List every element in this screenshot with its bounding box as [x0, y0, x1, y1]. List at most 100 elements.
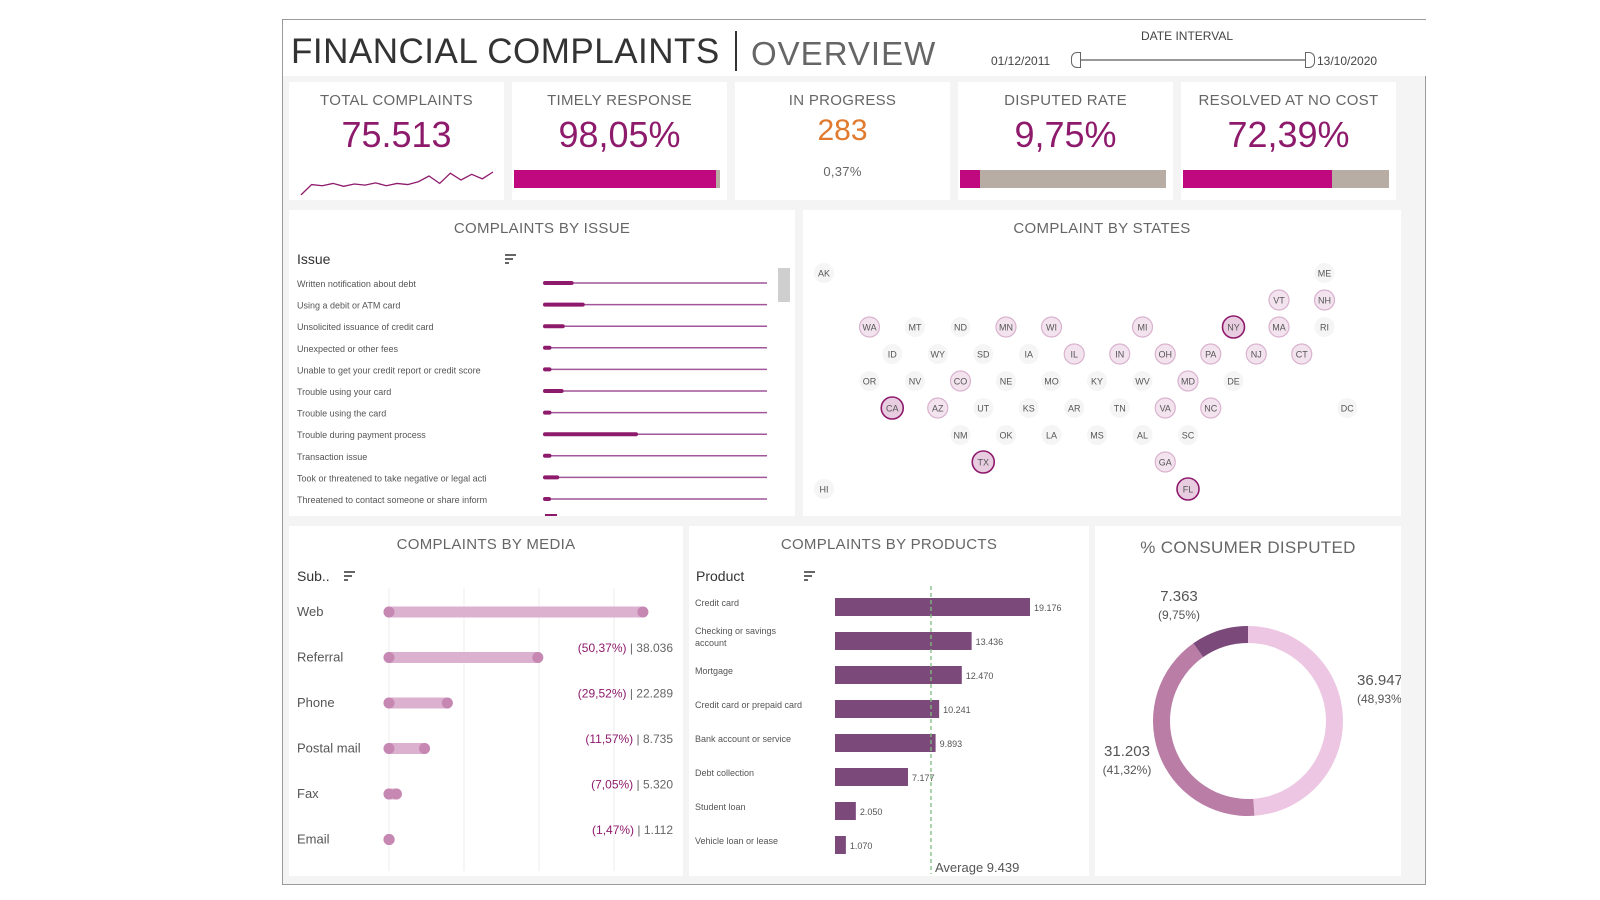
state-marker	[1154, 397, 1176, 419]
state-mn: MN	[995, 316, 1017, 338]
product-value-label: 19.176	[1034, 603, 1062, 613]
issue-label: Unexpected or other fees	[297, 344, 399, 354]
state-nm: NM	[950, 425, 971, 445]
sort-icon-bar	[344, 575, 352, 577]
media-bar-end	[532, 652, 544, 663]
state-code: MD	[1181, 377, 1195, 387]
state-marker	[950, 317, 971, 337]
state-code: AZ	[932, 404, 944, 414]
date-interval-label: DATE INTERVAL	[1141, 29, 1234, 43]
kpi-title: DISPUTED RATE	[1004, 92, 1127, 109]
product-value-label: 7.177	[912, 773, 935, 783]
state-marker	[1064, 398, 1085, 418]
donut-slice	[1193, 626, 1248, 658]
media-label: Web	[297, 604, 324, 619]
media-label: Postal mail	[297, 741, 361, 756]
state-marker	[971, 450, 996, 474]
state-code: LA	[1046, 431, 1057, 441]
state-marker	[905, 371, 925, 391]
state-wy: WY	[927, 344, 948, 364]
product-value-label: 10.241	[943, 705, 971, 715]
date-end-handle[interactable]	[1305, 52, 1315, 68]
state-mi: MI	[1131, 316, 1154, 338]
media-bar-start	[383, 697, 395, 709]
state-marker	[1223, 371, 1244, 391]
state-marker	[1087, 371, 1107, 391]
date-interval-end: 13/10/2020	[1317, 54, 1378, 68]
state-mt: MT	[905, 317, 925, 337]
state-marker	[858, 316, 881, 338]
issue-scrollbar-thumb[interactable]	[778, 268, 790, 302]
state-il: IL	[1063, 343, 1085, 365]
issue-label: Written notification about debt	[297, 279, 416, 289]
state-ma: MA	[1268, 316, 1290, 338]
state-code: AR	[1068, 404, 1081, 414]
sort-icon[interactable]	[804, 571, 815, 581]
dashboard-title: FINANCIAL COMPLAINTS	[291, 32, 720, 71]
state-marker	[1154, 451, 1176, 473]
state-code: TN	[1114, 404, 1126, 414]
state-tn: TN	[1109, 398, 1130, 418]
state-az: AZ	[927, 397, 949, 419]
sort-icon-bar	[344, 571, 355, 573]
issue-label: Trouble using the card	[297, 409, 386, 419]
sort-icon-bar	[804, 579, 808, 581]
kpi-disputed-rate: DISPUTED RATE 9,75%	[958, 82, 1173, 200]
media-value-label: (7,05%) | 5.320	[591, 778, 673, 792]
state-marker	[927, 397, 949, 419]
issue-label: Threatened to contact someone or share i…	[297, 495, 487, 505]
state-sc: SC	[1178, 425, 1198, 445]
state-code: NV	[909, 377, 922, 387]
kpi-title: IN PROGRESS	[788, 92, 897, 109]
media-value-label: (1,47%) | 1.112	[592, 823, 673, 837]
state-code: CA	[886, 404, 899, 414]
sort-icon[interactable]	[344, 571, 355, 581]
state-marker	[1040, 316, 1063, 338]
state-marker	[1132, 371, 1153, 391]
media-label: Fax	[297, 786, 319, 801]
media-bar-end	[441, 697, 453, 709]
sort-icon[interactable]	[505, 254, 516, 264]
product-bar	[835, 768, 908, 786]
title-separator	[735, 31, 737, 71]
state-code: OR	[863, 377, 877, 387]
state-marker	[996, 371, 1016, 391]
timely-response-fill	[514, 170, 716, 188]
date-interval-slider-track[interactable]	[1078, 59, 1306, 61]
date-start-handle[interactable]	[1071, 52, 1081, 68]
state-code: IL	[1070, 350, 1078, 360]
media-panel: COMPLAINTS BY MEDIA Sub.. Web (50,37%) | 3…	[289, 526, 683, 876]
state-marker	[949, 370, 972, 392]
kpi-in-progress: IN PROGRESS 283 0,37%	[735, 82, 950, 200]
state-marker	[1176, 477, 1200, 501]
state-marker	[1245, 343, 1267, 365]
media-label: Email	[297, 832, 330, 847]
state-tx: TX	[971, 450, 996, 474]
media-bar-end	[637, 606, 649, 618]
media-bar-start	[383, 652, 395, 663]
state-ia: IA	[1018, 344, 1039, 364]
state-marker	[1041, 425, 1062, 445]
state-code: AK	[818, 269, 830, 279]
issue-label: Took or threatened to take negative or l…	[297, 473, 487, 483]
sort-icon-bar	[505, 262, 509, 264]
state-code: FL	[1183, 485, 1194, 495]
resolved-no-cost-bar	[1183, 170, 1389, 188]
product-bar	[835, 836, 846, 854]
media-label: Phone	[297, 695, 335, 710]
state-code: WA	[862, 323, 876, 333]
date-interval-start: 01/12/2011	[991, 54, 1051, 68]
product-label: account	[695, 638, 727, 648]
state-code: SD	[977, 350, 990, 360]
state-marker	[1041, 371, 1062, 391]
media-chart: Sub.. Web (50,37%) | 38.036 Referral (29,52%…	[297, 568, 673, 871]
state-marker	[1178, 425, 1198, 445]
state-sd: SD	[973, 344, 994, 364]
states-panel-title: COMPLAINT BY STATES	[1013, 220, 1191, 237]
state-marker	[814, 263, 834, 283]
state-code: WY	[931, 350, 946, 360]
state-ny: NY	[1221, 315, 1246, 339]
state-oh: OH	[1154, 343, 1176, 365]
state-marker	[1018, 344, 1039, 364]
state-code: UT	[977, 404, 989, 414]
